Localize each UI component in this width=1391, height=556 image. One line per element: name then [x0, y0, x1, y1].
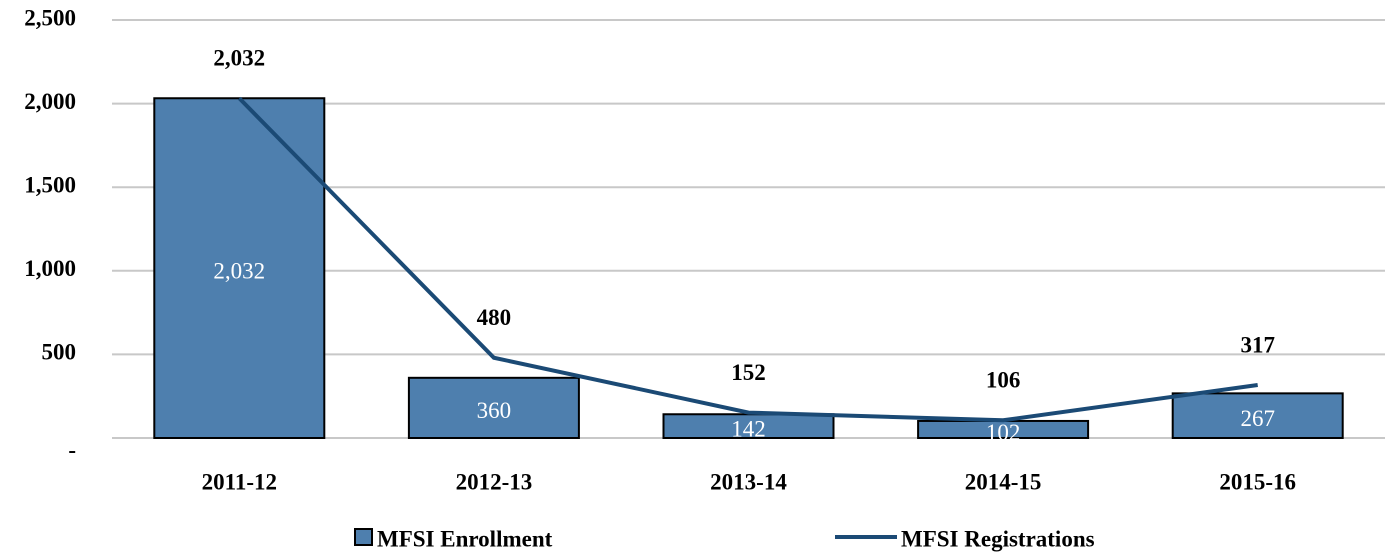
legend-label: MFSI Enrollment: [377, 526, 553, 551]
bar: [1171, 392, 1344, 440]
line-value-label: 317: [1240, 332, 1275, 357]
bar-value-label: 2,032: [213, 258, 265, 283]
bar-value-label: 102: [986, 420, 1021, 445]
bar-value-label: 267: [1240, 406, 1275, 431]
x-tick-label: 2013-14: [710, 469, 787, 494]
line: [237, 96, 1258, 423]
y-tick-label: -: [68, 437, 76, 462]
y-tick-label: 2,500: [24, 5, 76, 30]
bar: [407, 376, 580, 440]
line-value-label: 2,032: [213, 46, 265, 71]
legend-swatch: [354, 528, 373, 546]
bar-value-label: 142: [731, 416, 766, 441]
bar-value-label: 360: [477, 398, 512, 423]
x-tick-label: 2012-13: [456, 469, 533, 494]
legend-label: MFSI Registrations: [901, 526, 1095, 551]
y-tick-label: 1,000: [24, 256, 76, 281]
x-tick-label: 2011-12: [202, 469, 277, 494]
y-tick-label: 1,500: [24, 172, 76, 197]
line-value-label: 480: [477, 305, 512, 330]
line-value-label: 106: [986, 368, 1021, 393]
y-tick-label: 2,000: [24, 89, 76, 114]
y-tick-label: 500: [42, 340, 77, 365]
x-tick-label: 2015-16: [1219, 469, 1296, 494]
x-tick-label: 2014-15: [965, 469, 1042, 494]
line-value-label: 152: [731, 360, 766, 385]
